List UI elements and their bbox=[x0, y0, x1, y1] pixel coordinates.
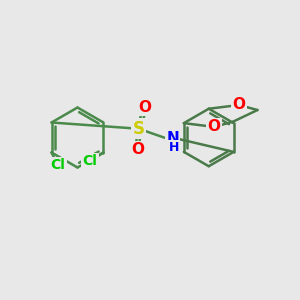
Text: O: O bbox=[131, 142, 144, 158]
Text: O: O bbox=[232, 98, 245, 112]
Text: Cl: Cl bbox=[50, 158, 65, 172]
Text: S: S bbox=[133, 120, 145, 138]
Text: O: O bbox=[207, 119, 220, 134]
Text: N: N bbox=[166, 131, 179, 146]
Text: Cl: Cl bbox=[82, 154, 97, 168]
Text: O: O bbox=[139, 100, 152, 115]
Text: H: H bbox=[169, 141, 179, 154]
